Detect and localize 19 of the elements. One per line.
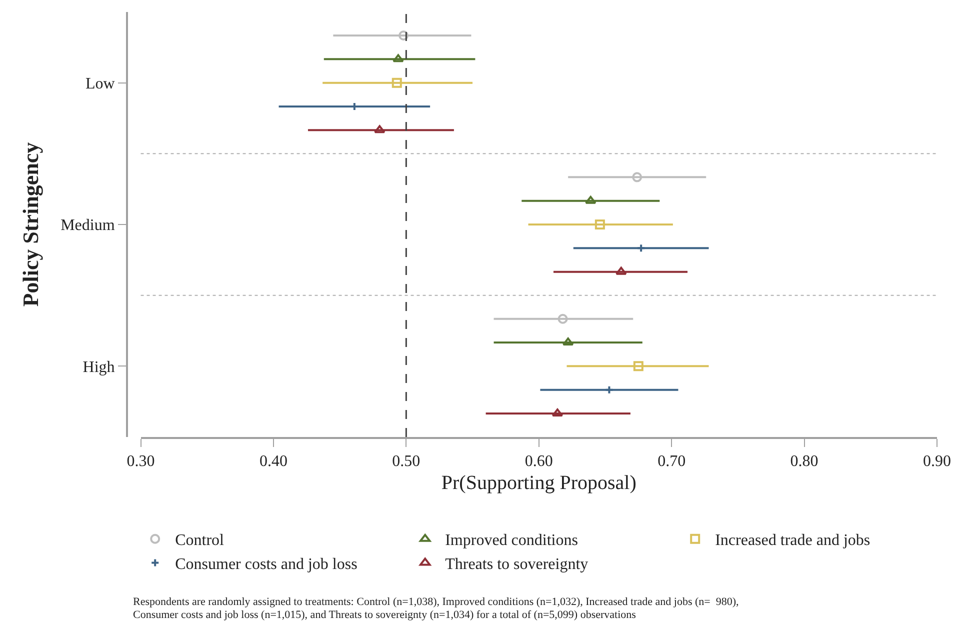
- x-tick-label: 0.60: [524, 453, 553, 470]
- legend-label: Improved conditions: [445, 532, 578, 550]
- text: Respondents are randomly assigned to treatments: Control (n=1,038), Improved conditions (n=1,032), Increased trade and jobs (n= 980),: [133, 596, 739, 608]
- x-tick-label: 0.70: [658, 453, 686, 470]
- x-tick-label: 0.40: [259, 453, 288, 470]
- x-tick-label: 0.30: [126, 453, 155, 470]
- y-tick-label: Low: [85, 75, 116, 92]
- y-axis-title: Policy Stringency: [18, 142, 43, 307]
- y-tick-label: Medium: [60, 217, 116, 234]
- legend-label: Increased trade and jobs: [715, 532, 870, 550]
- text: Consumer costs and job loss (n=1,015), and Threats to sovereignty (n=1,034) for a total of (n=5,099) observations: [133, 609, 636, 621]
- x-tick-label: 0.90: [923, 453, 951, 470]
- y-tick-label: High: [82, 358, 115, 376]
- x-tick-label: 0.80: [790, 453, 818, 470]
- x-tick-label: 0.50: [392, 453, 420, 470]
- legend-label: Consumer costs and job loss: [175, 556, 358, 573]
- x-axis-title: Pr(Supporting Proposal): [441, 472, 636, 494]
- legend-label: Threats to sovereignty: [445, 556, 588, 573]
- legend-label: Control: [175, 532, 225, 550]
